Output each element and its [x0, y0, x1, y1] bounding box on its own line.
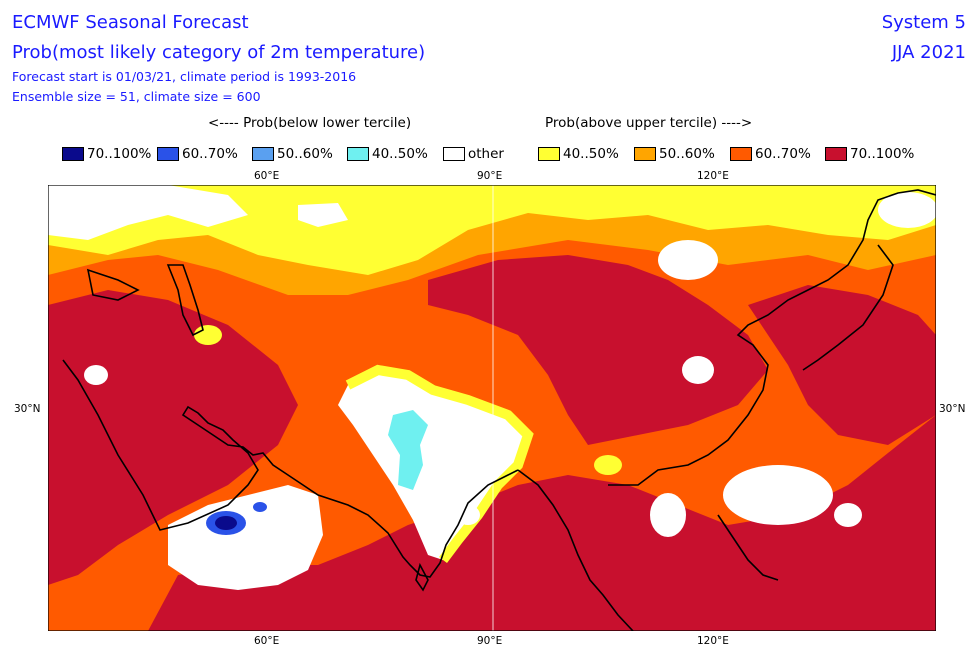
- legend-item-below-50-60: 50..60%: [252, 146, 333, 162]
- legend-item-below-70-100: 70..100%: [62, 146, 151, 162]
- coast-sri-lanka: [415, 562, 429, 592]
- legend-label: 40..50%: [563, 146, 619, 162]
- field-70-100-iran-arabia: [48, 290, 298, 585]
- field-40-50-north: [48, 185, 936, 275]
- legend-label: 50..60%: [659, 146, 715, 162]
- legend-item-above-50-60: 50..60%: [634, 146, 715, 162]
- legend-label: 60..70%: [182, 146, 238, 162]
- legend-label: 70..100%: [87, 146, 152, 162]
- legend-swatch: [730, 147, 752, 161]
- legend-swatch: [252, 147, 274, 161]
- forecast-map: [48, 185, 936, 631]
- field-other-blob-2: [723, 465, 833, 525]
- legend-swatch: [538, 147, 560, 161]
- legend-item-above-60-70: 60..70%: [730, 146, 811, 162]
- coast-caspian: [166, 264, 204, 337]
- legend-item-below-60-70: 60..70%: [157, 146, 238, 162]
- coast-arabia-india: [62, 359, 519, 578]
- legend-item-above-40-50: 40..50%: [538, 146, 619, 162]
- top-tick-90e: 90°E: [477, 170, 503, 182]
- field-other-india: [338, 370, 528, 560]
- legend-item-above-70-100: 70..100%: [825, 146, 914, 162]
- coast-china: [608, 189, 936, 486]
- legend-label: 50..60%: [277, 146, 333, 162]
- coast-southeast-asia: [517, 469, 634, 631]
- top-tick-120e: 120°E: [697, 170, 729, 182]
- map-title: ECMWF Seasonal Forecast: [12, 12, 249, 33]
- legend-swatch: [443, 147, 465, 161]
- field-70-100-tibet-china: [428, 255, 768, 445]
- coast-black-sea: [86, 268, 140, 301]
- coast-philippines: [717, 514, 779, 581]
- field-other-north-small: [298, 203, 348, 227]
- legend-label: 70..100%: [850, 146, 915, 162]
- field-below-70-100-patch: [215, 516, 237, 530]
- field-40-50-blob: [594, 455, 622, 475]
- legend-item-other: other: [443, 146, 504, 162]
- legend-swatch: [157, 147, 179, 161]
- bottom-tick-120e: 120°E: [697, 635, 729, 647]
- probability-field: [48, 185, 936, 631]
- field-other-arabian-sea: [168, 485, 323, 590]
- ensemble-size-text: Ensemble size = 51, climate size = 600: [12, 89, 261, 104]
- coastlines: [62, 189, 936, 631]
- legend-label: 40..50%: [372, 146, 428, 162]
- field-other-blob: [658, 240, 718, 280]
- legend-swatch: [634, 147, 656, 161]
- system-label: System 5: [881, 12, 966, 33]
- top-tick-60e: 60°E: [254, 170, 280, 182]
- field-other-blob-8: [878, 192, 936, 228]
- field-other-blob-7: [834, 503, 862, 527]
- legend-swatch: [347, 147, 369, 161]
- field-other-blob-3: [650, 493, 686, 537]
- forecast-start-text: Forecast start is 01/03/21, climate peri…: [12, 69, 357, 84]
- field-70-100-indian-ocean: [148, 415, 936, 631]
- season-label: JJA 2021: [891, 42, 966, 63]
- field-other-northwest: [48, 185, 248, 240]
- legend-label: 60..70%: [755, 146, 811, 162]
- legend-above-title: Prob(above upper tercile) ---->: [545, 115, 753, 131]
- legend-label: other: [468, 146, 504, 162]
- field-40-50-blob-2: [194, 325, 222, 345]
- field-below-60-70-patch-small: [253, 502, 267, 512]
- bottom-tick-90e: 90°E: [477, 635, 503, 647]
- field-below-40-50-patch: [388, 410, 428, 490]
- coast-japan: [802, 244, 894, 371]
- legend-swatch: [825, 147, 847, 161]
- field-other-blob-6: [682, 356, 714, 384]
- field-other-blob-5: [84, 365, 108, 385]
- map-subtitle: Prob(most likely category of 2m temperat…: [12, 42, 426, 63]
- legend-item-below-40-50: 40..50%: [347, 146, 428, 162]
- field-70-100-east-asia: [748, 285, 936, 445]
- legend-swatch: [62, 147, 84, 161]
- right-tick-30n: 30°N: [939, 403, 966, 415]
- bottom-tick-60e: 60°E: [254, 635, 280, 647]
- left-tick-30n: 30°N: [14, 403, 41, 415]
- legend-below-title: <---- Prob(below lower tercile): [208, 115, 412, 131]
- field-other-blob-4: [456, 505, 480, 525]
